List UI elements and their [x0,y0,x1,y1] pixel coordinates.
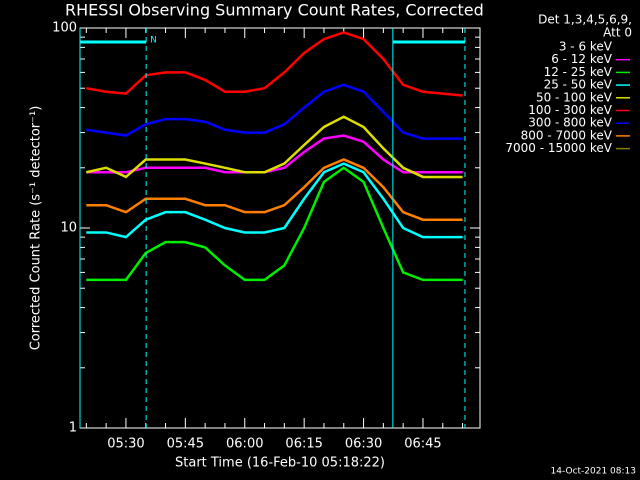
series-line [86,83,463,140]
night-label: N [150,36,157,46]
x-tick-label: 05:45 [167,437,204,452]
series-line [86,158,463,221]
legend-label: 300 - 800 keV [528,116,612,130]
chart-title: RHESSI Observing Summary Count Rates, Co… [65,1,484,20]
series-line [86,134,463,174]
x-axis-label: Start Time (16-Feb-10 05:18:22) [175,456,385,471]
series-line [86,166,463,282]
legend-label: 50 - 100 keV [536,90,613,104]
x-tick-label: 05:30 [107,437,144,452]
series-line [86,31,463,97]
legend-label: 6 - 12 keV [551,52,613,66]
y-tick-label: 100 [52,21,77,36]
timestamp: 14-Oct-2021 08:13 [551,467,636,477]
legend-label: 100 - 300 keV [528,103,612,117]
legend-label: 7000 - 15000 keV [505,141,612,155]
legend-label: 3 - 6 keV [559,40,613,54]
y-axis-label: Corrected Count Rate (s⁻¹ detector⁻¹) [29,106,44,351]
legend-header: Att 0 [603,26,632,40]
x-tick-label: 06:15 [285,437,322,452]
legend-label: 25 - 50 keV [544,78,613,92]
legend-label: 12 - 25 keV [544,65,613,79]
series-line [86,154,463,207]
series-line [86,115,463,179]
x-tick-label: 06:45 [404,437,441,452]
y-tick-label: 1 [69,421,77,436]
legend-label: 800 - 7000 keV [521,128,613,142]
x-tick-label: 06:00 [226,437,263,452]
y-tick-label: 10 [60,221,77,236]
legend-header: Det 1,3,4,5,6,9, [538,13,632,27]
x-tick-label: 06:30 [345,437,382,452]
series-line [86,162,463,239]
